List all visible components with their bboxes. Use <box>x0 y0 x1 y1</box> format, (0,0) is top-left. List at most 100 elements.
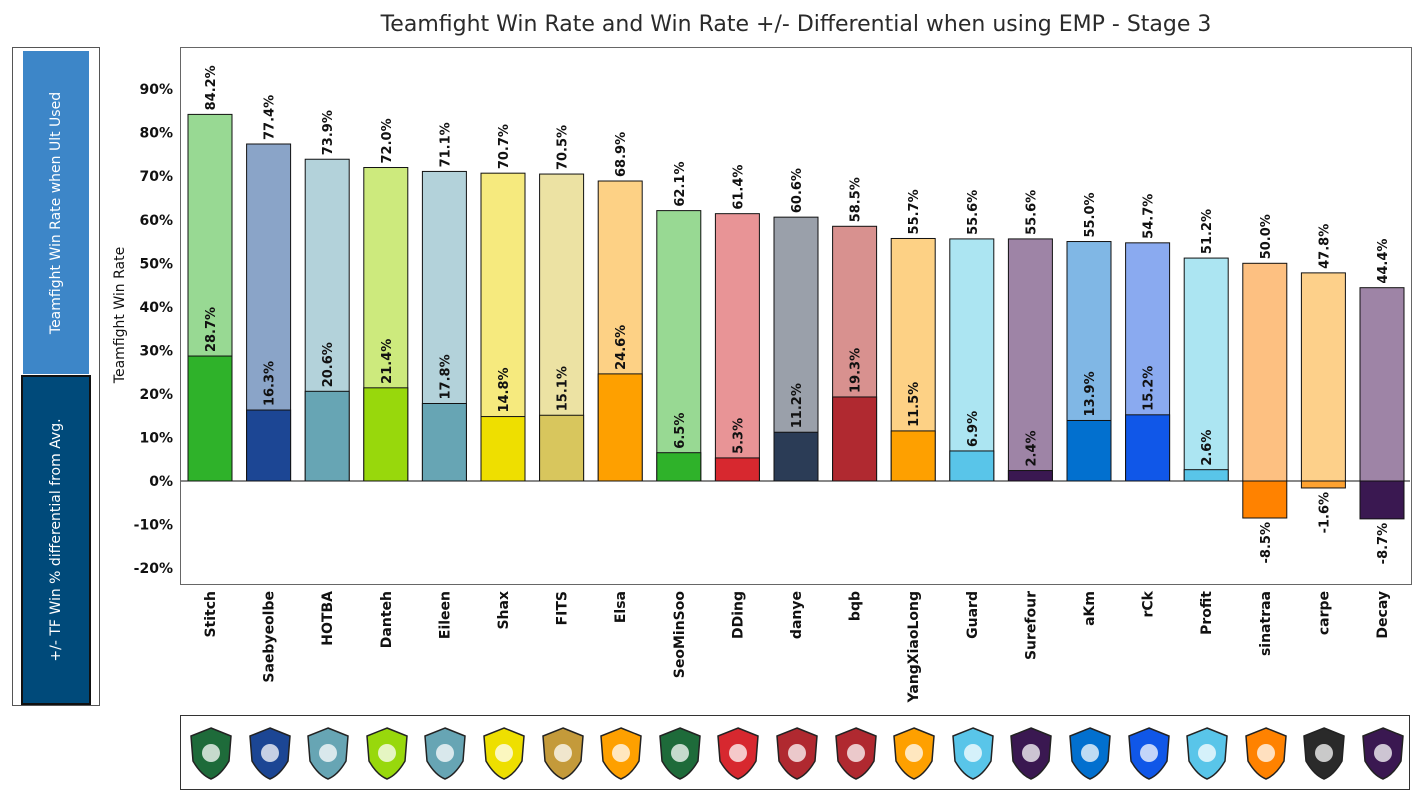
data-label-differential: 28.7% <box>204 307 219 352</box>
guangzhou-charge-logo-icon <box>420 725 470 781</box>
y-tick-label: -20% <box>134 561 173 577</box>
hunters-logo-icon <box>889 725 939 781</box>
data-label-differential: 24.6% <box>614 325 629 370</box>
bar-differential <box>1007 470 1053 482</box>
data-label-win-rate: 51.2% <box>1200 209 1215 254</box>
boston-uprising-logo-icon <box>1124 725 1174 781</box>
bar-win-rate <box>1007 238 1053 482</box>
plot-area <box>180 47 1412 585</box>
data-label-win-rate: 71.1% <box>438 122 453 167</box>
shock-logo-icon <box>1241 725 1291 781</box>
bar-differential <box>1066 419 1112 482</box>
x-tick-label: SeoMinSoo <box>672 591 688 679</box>
data-label-win-rate: 50.0% <box>1259 214 1274 259</box>
x-tick-label: danye <box>789 591 805 639</box>
bar-differential <box>832 396 878 482</box>
bar-win-rate <box>1300 272 1346 482</box>
x-tick-label: Stitch <box>203 591 219 638</box>
data-label-win-rate: 68.9% <box>614 132 629 177</box>
data-label-differential: 6.9% <box>966 411 981 447</box>
bar-differential <box>949 450 995 482</box>
data-label-differential: 2.6% <box>1200 430 1215 466</box>
data-label-win-rate: 55.6% <box>1024 190 1039 235</box>
bar-differential <box>773 431 819 482</box>
team-logo-strip <box>180 715 1410 790</box>
y-axis-title: Teamfight Win Rate <box>112 247 128 384</box>
bar-differential <box>246 409 292 482</box>
data-label-differential: 21.4% <box>380 339 395 384</box>
bar-differential <box>421 402 467 482</box>
hunters-logo-icon <box>596 725 646 781</box>
data-label-win-rate: 84.2% <box>204 65 219 110</box>
chart: -20% -10% 0% 10% 20% 30% 40% 50% 60% 70% 80% 90% Tea… <box>112 65 1410 703</box>
bar-win-rate <box>656 210 702 482</box>
data-label-differential: 20.6% <box>321 342 336 387</box>
x-tick-label: FITS <box>555 591 571 625</box>
spitfire-logo-icon <box>948 725 998 781</box>
bar-win-rate <box>949 238 995 482</box>
x-tick-label: Eileen <box>437 591 453 639</box>
x-tick-label: sinatraa <box>1258 591 1274 656</box>
data-label-differential: 15.2% <box>1142 366 1157 411</box>
bar-win-rate <box>1359 287 1405 482</box>
x-tick-label: HOTBA <box>320 591 336 646</box>
nyxl-logo-icon <box>245 725 295 781</box>
bar-differential <box>1125 414 1171 482</box>
data-label-win-rate: 70.5% <box>556 125 571 170</box>
x-tick-label: DDing <box>730 591 746 639</box>
mayhem-logo-icon <box>479 725 529 781</box>
fusion-logo-icon <box>1299 725 1349 781</box>
y-tick-label: 70% <box>139 169 173 185</box>
y-tick-label: 60% <box>139 213 173 229</box>
data-label-win-rate: 73.9% <box>321 110 336 155</box>
bar-win-rate <box>1242 262 1288 482</box>
x-tick-label: Profit <box>1199 591 1215 635</box>
dallas-fuel-logo-icon <box>1065 725 1115 781</box>
data-label-differential: 2.4% <box>1024 430 1039 466</box>
bar-differential <box>656 452 702 482</box>
data-label-differential: 11.2% <box>790 383 805 428</box>
y-tick-label: -10% <box>134 518 173 534</box>
data-label-win-rate: 62.1% <box>673 162 688 207</box>
bar-differential <box>714 457 760 482</box>
data-label-differential: -8.5% <box>1259 522 1274 563</box>
y-tick-label: 50% <box>139 256 173 272</box>
outlaws-logo-icon <box>362 725 412 781</box>
data-label-win-rate: 77.4% <box>263 95 278 140</box>
bar-win-rate <box>1183 257 1229 482</box>
x-tick-label: aKm <box>1082 591 1098 626</box>
data-label-win-rate: 55.6% <box>966 190 981 235</box>
data-label-differential: 15.1% <box>556 366 571 411</box>
valiant-logo-icon <box>831 725 881 781</box>
data-label-differential: 11.5% <box>907 382 922 427</box>
data-label-differential: 16.3% <box>263 361 278 406</box>
data-label-win-rate: 60.6% <box>790 168 805 213</box>
data-label-differential: 5.3% <box>731 418 746 454</box>
bar-differential <box>1242 480 1288 519</box>
data-label-win-rate: 55.7% <box>907 189 922 234</box>
x-tick-label: Decay <box>1375 591 1391 639</box>
vancouver-titans-logo-icon <box>655 725 705 781</box>
data-label-win-rate: 70.7% <box>497 124 512 169</box>
y-tick-label: 20% <box>139 387 173 403</box>
data-label-differential: 14.8% <box>497 367 512 412</box>
data-label-win-rate: 47.8% <box>1317 224 1332 269</box>
data-label-differential: 13.9% <box>1083 371 1098 416</box>
y-tick-label: 0% <box>149 474 173 490</box>
dragons-logo-icon <box>713 725 763 781</box>
legend: Teamfight Win Rate when Ult Used +/- TF … <box>12 47 100 706</box>
bar-differential <box>1300 480 1346 489</box>
data-label-win-rate: 55.0% <box>1083 192 1098 237</box>
bar-differential <box>539 414 585 482</box>
x-tick-label: Elsa <box>613 591 629 623</box>
data-label-differential: -1.6% <box>1317 492 1332 533</box>
bar-differential <box>1359 480 1405 520</box>
y-tick-label: 40% <box>139 300 173 316</box>
x-tick-label: Guard <box>965 591 981 639</box>
spitfire-logo-icon <box>1182 725 1232 781</box>
data-label-win-rate: 54.7% <box>1142 194 1157 239</box>
y-tick-label: 80% <box>139 126 173 142</box>
data-label-win-rate: 61.4% <box>731 165 746 210</box>
data-label-differential: 6.5% <box>673 413 688 449</box>
x-tick-label: carpe <box>1316 591 1332 635</box>
